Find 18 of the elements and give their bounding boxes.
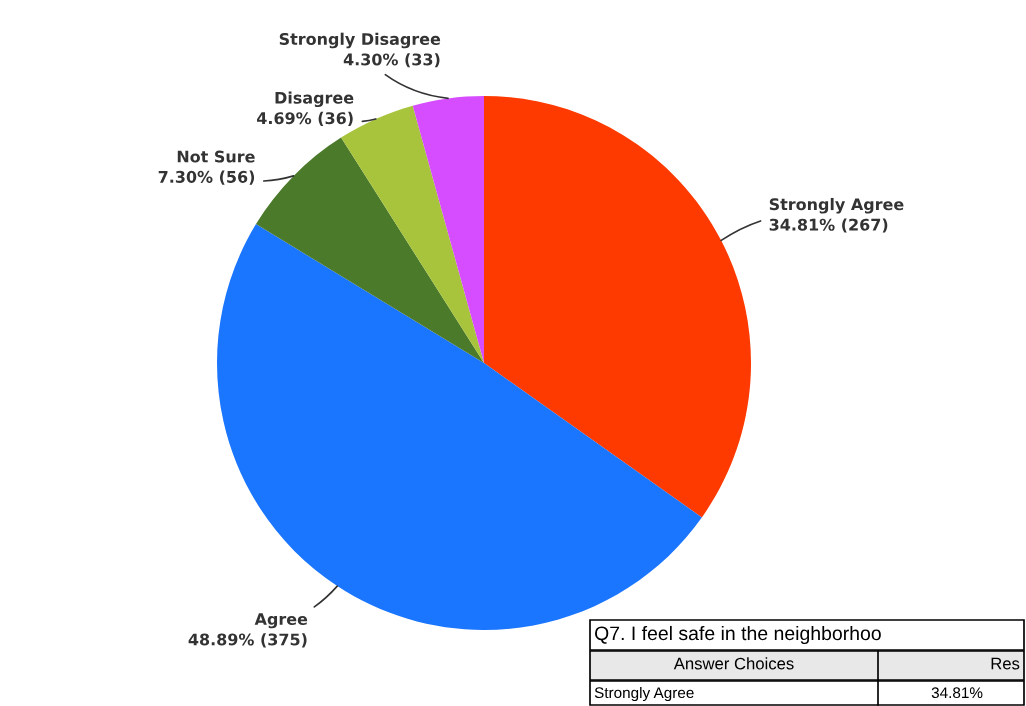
pie-slice <box>412 96 485 364</box>
data-label: 4.69% (36) <box>257 111 353 127</box>
pie-slice <box>255 137 485 364</box>
slice-label: Strongly Disagree <box>279 32 441 49</box>
text: Q7. I feel safe in the neighborhoo <box>595 625 881 645</box>
data-label: 34.81% (267) <box>769 218 888 233</box>
text: Strongly Agree <box>594 686 694 702</box>
data-label: 7.30% (56) <box>158 170 255 185</box>
slice-label: Strongly Agree <box>769 197 904 214</box>
pie-slice <box>484 96 751 518</box>
text: Res <box>991 657 1020 670</box>
slice-label: Not Sure <box>177 150 255 163</box>
data-label: 48.89% (375) <box>188 633 307 648</box>
data-label: 4.30% (33) <box>343 53 440 68</box>
slice-label: Agree <box>254 613 308 629</box>
text: Answer Choices <box>673 657 794 670</box>
text: 34.81% <box>931 687 983 699</box>
slice-label: Disagree <box>275 91 354 107</box>
